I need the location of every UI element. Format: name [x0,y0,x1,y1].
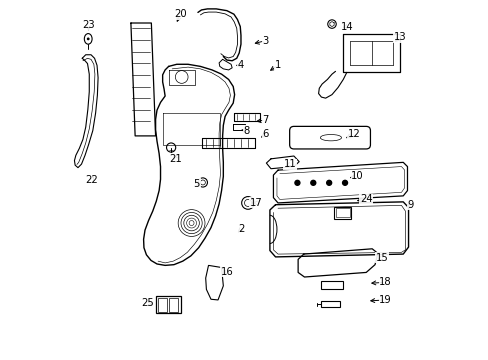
Text: 22: 22 [85,175,98,185]
Bar [158,298,166,312]
Text: 21: 21 [169,154,182,164]
Text: 16: 16 [220,267,233,277]
Bar [321,281,342,289]
Circle shape [87,37,89,40]
Text: 18: 18 [379,277,391,287]
Text: 8: 8 [243,126,249,136]
Text: 3: 3 [262,36,268,46]
Text: 24: 24 [359,194,372,204]
Text: 5: 5 [193,179,200,189]
Text: 15: 15 [375,253,387,262]
Text: 14: 14 [340,22,352,32]
Text: 10: 10 [350,171,363,181]
Circle shape [294,180,299,185]
Bar [169,298,178,312]
Text: 19: 19 [379,295,391,305]
Text: 11: 11 [284,159,296,169]
Text: 23: 23 [82,20,95,30]
Text: 13: 13 [393,32,405,42]
Circle shape [342,180,347,185]
Bar [334,207,351,219]
Bar [155,296,181,313]
Circle shape [310,180,315,185]
Bar [335,208,349,217]
Text: 4: 4 [237,60,244,70]
Text: 25: 25 [141,298,154,309]
Text: 17: 17 [249,198,262,208]
Text: 1: 1 [274,60,281,70]
Text: 9: 9 [407,200,413,210]
Text: 12: 12 [347,129,360,139]
Bar [321,301,339,307]
Text: 2: 2 [237,224,244,234]
Text: 6: 6 [262,129,268,139]
Text: 7: 7 [262,115,268,125]
Circle shape [326,180,331,185]
Text: 20: 20 [174,9,186,19]
